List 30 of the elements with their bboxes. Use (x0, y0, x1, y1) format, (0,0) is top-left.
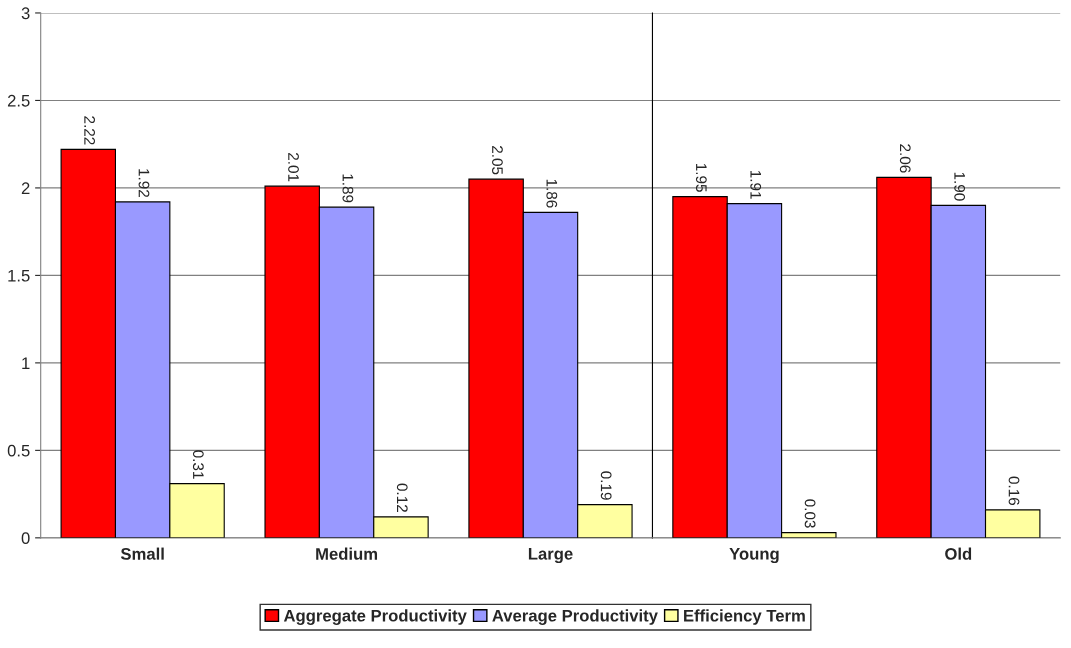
y-tick-label: 2.5 (7, 94, 30, 107)
data-label: 0.19 (600, 471, 612, 500)
data-label: 0.03 (804, 499, 816, 528)
y-tick-label: 1.5 (8, 269, 30, 282)
x-tick-label: Young (729, 548, 779, 564)
y-tick-label: 2 (21, 182, 30, 194)
x-tick-label: Small (120, 547, 164, 560)
x-tick-label: Large (528, 548, 573, 564)
data-label: 2.06 (899, 144, 911, 173)
data-label: 1.86 (546, 179, 558, 208)
data-label: 1.89 (342, 174, 354, 203)
data-label: 2.22 (84, 116, 95, 145)
y-tick-label: 3 (21, 7, 30, 20)
data-label: 0.12 (396, 483, 408, 512)
data-label: 1.90 (954, 172, 966, 201)
y-tick-label: 0.5 (7, 444, 30, 457)
data-label: 0.16 (1008, 476, 1020, 506)
y-tick-label: 1 (22, 357, 30, 369)
x-tick-label: Old (945, 547, 972, 560)
data-label: 2.01 (288, 153, 299, 182)
data-label: 0.31 (192, 450, 204, 479)
data-label: 1.92 (138, 169, 150, 197)
legend-label: Average Productivity (492, 609, 658, 625)
y-tick-label: 0 (21, 532, 30, 545)
data-label: 1.95 (695, 163, 707, 192)
x-tick-label: Medium (316, 547, 378, 560)
legend-label: Aggregate Productivity (283, 609, 467, 625)
data-label: 2.05 (492, 146, 503, 175)
data-label: 1.91 (750, 170, 762, 199)
legend-label: Efficiency Term (684, 609, 805, 625)
